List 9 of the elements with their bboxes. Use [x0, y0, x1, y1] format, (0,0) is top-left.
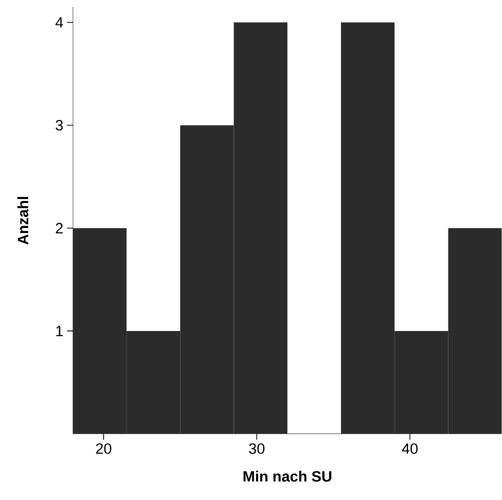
x-tick-label: 20: [96, 443, 112, 454]
y-tick-label: 4: [55, 17, 64, 28]
y-axis-title: Anzahl: [17, 197, 28, 245]
x-tick-label: 40: [402, 443, 418, 454]
x-tick-label: 30: [249, 443, 264, 454]
y-tick-label: 3: [56, 120, 63, 131]
y-tick-label: 1: [56, 326, 63, 336]
x-axis-title: Min nach SU: [244, 470, 332, 482]
y-tick-label: 2: [56, 223, 63, 234]
